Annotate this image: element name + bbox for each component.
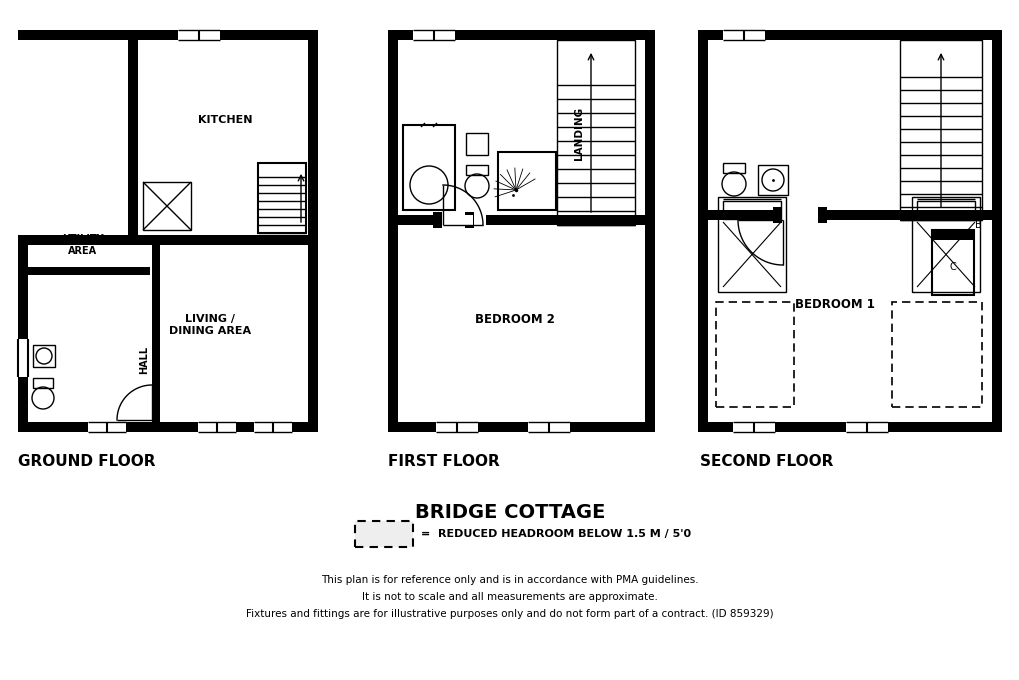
Text: B: B — [974, 220, 980, 230]
Text: LIVING /
DINING AREA: LIVING / DINING AREA — [169, 314, 251, 336]
Bar — [697, 30, 707, 432]
Bar — [397, 214, 485, 226]
Bar — [33, 345, 55, 367]
Bar — [556, 40, 635, 225]
Bar — [442, 215, 473, 225]
Bar — [198, 422, 235, 432]
Text: It is not to scale and all measurements are approximate.: It is not to scale and all measurements … — [362, 592, 657, 602]
Bar — [916, 201, 974, 219]
Bar — [143, 182, 191, 230]
Text: =  REDUCED HEADROOM BELOW 1.5 M / 5'0: = REDUCED HEADROOM BELOW 1.5 M / 5'0 — [421, 529, 691, 539]
Bar — [911, 197, 979, 292]
Bar — [722, 30, 764, 40]
Text: BEDROOM 1: BEDROOM 1 — [794, 299, 874, 311]
Bar — [308, 30, 318, 245]
Bar — [18, 235, 138, 245]
Bar — [413, 30, 454, 40]
Bar — [644, 30, 654, 432]
Bar — [892, 302, 981, 407]
Text: BEDROOM 2: BEDROOM 2 — [475, 313, 554, 326]
Bar — [697, 30, 1001, 40]
Bar — [28, 267, 150, 275]
Text: Fixtures and fittings are for illustrative purposes only and do not form part of: Fixtures and fittings are for illustrati… — [246, 609, 773, 619]
Bar — [127, 235, 318, 245]
Bar — [254, 422, 291, 432]
Bar — [178, 30, 220, 40]
Text: BRIDGE COTTAGE: BRIDGE COTTAGE — [415, 503, 604, 522]
Bar — [127, 30, 138, 245]
Text: FIRST FLOOR: FIRST FLOOR — [387, 454, 499, 469]
Text: LANDING: LANDING — [574, 107, 584, 160]
Bar — [528, 422, 570, 432]
Bar — [17, 339, 29, 377]
Bar — [33, 378, 53, 388]
Bar — [258, 163, 306, 233]
Bar — [397, 215, 644, 225]
Bar — [397, 214, 485, 226]
Bar — [516, 215, 644, 225]
Text: HALL: HALL — [139, 346, 149, 374]
Bar — [722, 163, 744, 173]
Bar — [931, 230, 973, 295]
Bar — [466, 165, 487, 175]
Bar — [697, 422, 1001, 432]
Bar — [772, 210, 817, 220]
Bar — [435, 422, 478, 432]
Bar — [18, 422, 318, 432]
Bar — [127, 30, 318, 40]
Bar — [715, 302, 793, 407]
Bar — [497, 152, 555, 210]
Text: UTILITY
AREA: UTILITY AREA — [62, 234, 104, 256]
Bar — [387, 30, 654, 40]
Bar — [403, 125, 454, 210]
Text: C: C — [949, 262, 956, 273]
Bar — [18, 235, 28, 432]
Bar — [991, 30, 1001, 432]
Bar — [397, 215, 433, 225]
Bar — [152, 243, 160, 422]
Bar — [18, 30, 127, 40]
Bar — [845, 422, 888, 432]
Bar — [733, 422, 774, 432]
Bar — [717, 197, 786, 292]
Bar — [88, 422, 126, 432]
Bar — [772, 207, 782, 223]
Bar — [707, 210, 991, 220]
Bar — [308, 235, 318, 432]
Text: GROUND FLOOR: GROUND FLOOR — [18, 454, 155, 469]
Bar — [465, 212, 474, 228]
Bar — [899, 40, 981, 220]
Bar — [466, 133, 487, 155]
Bar — [433, 212, 441, 228]
Text: SECOND FLOOR: SECOND FLOOR — [699, 454, 833, 469]
Text: KITCHEN: KITCHEN — [198, 115, 252, 125]
Text: This plan is for reference only and is in accordance with PMA guidelines.: This plan is for reference only and is i… — [321, 575, 698, 585]
Bar — [355, 521, 413, 547]
Bar — [387, 30, 397, 432]
Bar — [757, 165, 788, 195]
Bar — [817, 207, 826, 223]
Bar — [387, 422, 654, 432]
Bar — [931, 230, 973, 240]
Bar — [722, 201, 781, 219]
